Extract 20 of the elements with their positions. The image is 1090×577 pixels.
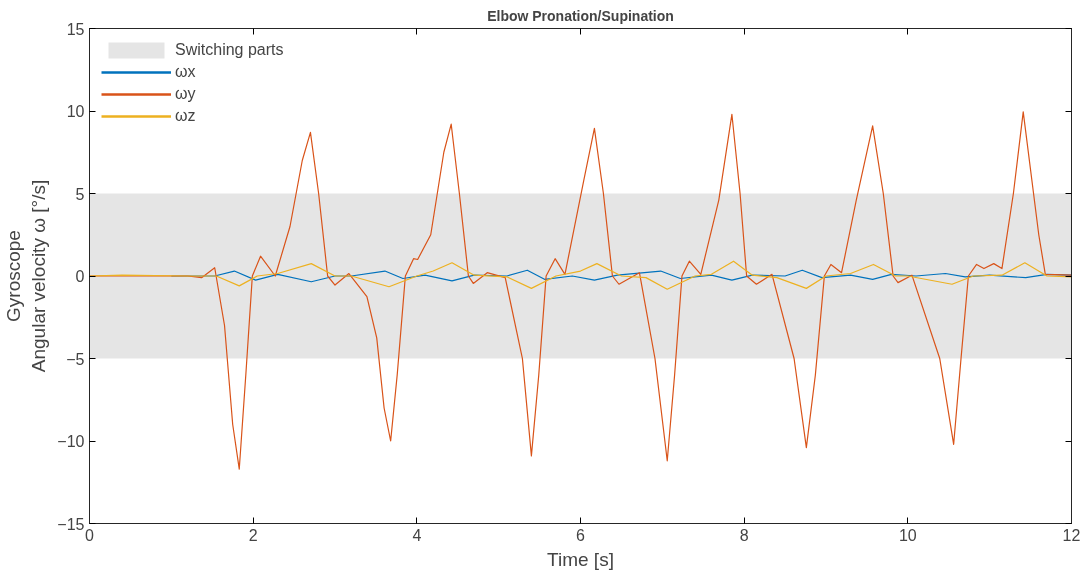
- x-axis-title: Time [s]: [547, 548, 614, 570]
- legend-label: ωy: [175, 85, 196, 103]
- y-tick-label: −10: [57, 433, 85, 450]
- x-tick-label: 2: [248, 526, 258, 544]
- x-tick-label: 6: [576, 526, 586, 544]
- y-tick-label: 0: [75, 268, 85, 285]
- y-tick-label: 5: [75, 185, 85, 203]
- x-tick-label: 10: [898, 526, 917, 544]
- x-tick-label: 4: [412, 526, 422, 544]
- legend-label: ωx: [175, 63, 196, 81]
- y-tick-label: 15: [66, 20, 85, 38]
- y-tick-label: −5: [66, 350, 85, 368]
- y-axis-title: Gyroscope Angular velocity ω [°/s]: [3, 179, 50, 373]
- y-tick-label: 10: [66, 103, 85, 120]
- legend-label: Switching parts: [175, 41, 284, 59]
- y-tick-label: −15: [57, 515, 85, 533]
- x-tick-label: 8: [739, 526, 749, 544]
- x-tick-label: 12: [1062, 526, 1081, 544]
- chart-title: Elbow Pronation/Supination: [487, 7, 674, 24]
- legend-label: ωz: [175, 107, 196, 125]
